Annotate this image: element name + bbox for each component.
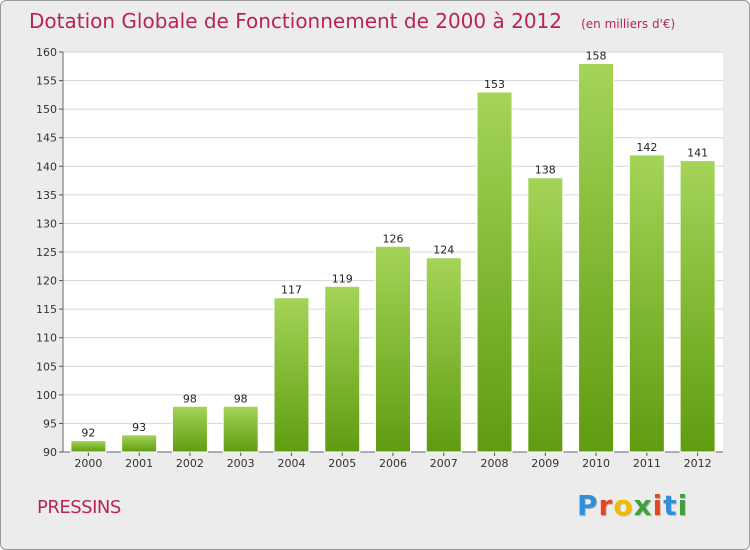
x-tick-label: 2009 bbox=[531, 457, 559, 470]
value-label: 153 bbox=[484, 78, 505, 91]
x-tick-label: 2001 bbox=[125, 457, 153, 470]
value-label: 126 bbox=[383, 232, 404, 245]
y-tick-label: 90 bbox=[43, 446, 57, 459]
x-tick-label: 2010 bbox=[582, 457, 610, 470]
logo-letter: r bbox=[598, 489, 614, 522]
value-label: 119 bbox=[332, 272, 353, 285]
x-tick-label: 2000 bbox=[74, 457, 102, 470]
y-tick-label: 120 bbox=[36, 275, 57, 288]
logo-letter: P bbox=[577, 489, 599, 522]
y-tick-label: 140 bbox=[36, 160, 57, 173]
x-tick-label: 2006 bbox=[379, 457, 407, 470]
y-tick-label: 135 bbox=[36, 189, 57, 202]
y-tick-label: 155 bbox=[36, 75, 57, 88]
y-tick-label: 105 bbox=[36, 360, 57, 373]
logo-letter: t bbox=[663, 489, 678, 522]
bar-2002 bbox=[171, 405, 208, 453]
x-tick-label: 2012 bbox=[684, 457, 712, 470]
bar-2003 bbox=[222, 405, 259, 453]
bar-2007 bbox=[425, 257, 462, 453]
value-label: 142 bbox=[636, 141, 657, 154]
logo-letter: i bbox=[677, 489, 689, 522]
value-label: 98 bbox=[183, 392, 197, 405]
proxiti-logo: Proxiti bbox=[577, 489, 688, 522]
bar-2000 bbox=[70, 440, 107, 453]
y-tick-label: 145 bbox=[36, 132, 57, 145]
labels: 90 95 100 105 110 115 120 125 130 135 140 145 150 155… bbox=[36, 46, 712, 470]
commune-name: PRESSINS bbox=[37, 497, 121, 518]
value-label: 93 bbox=[132, 421, 146, 434]
logo-letter: i bbox=[652, 489, 664, 522]
chart-subtitle: (en milliers d'€) bbox=[581, 17, 676, 31]
bars bbox=[70, 62, 716, 453]
bar-2001 bbox=[121, 434, 158, 453]
y-tick-label: 150 bbox=[36, 103, 57, 116]
y-tick-label: 125 bbox=[36, 246, 57, 259]
y-tick-label: 100 bbox=[36, 389, 57, 402]
value-label: 117 bbox=[281, 284, 302, 297]
value-label: 98 bbox=[234, 392, 248, 405]
y-tick-label: 130 bbox=[36, 217, 57, 230]
logo-letter: o bbox=[613, 489, 634, 522]
value-label: 124 bbox=[433, 244, 454, 257]
x-tick-label: 2002 bbox=[176, 457, 204, 470]
x-tick-label: 2011 bbox=[633, 457, 661, 470]
bar-2011 bbox=[628, 154, 665, 453]
value-label: 141 bbox=[687, 147, 708, 160]
value-label: 158 bbox=[586, 49, 607, 62]
x-tick-label: 2003 bbox=[227, 457, 255, 470]
bar-2004 bbox=[273, 297, 310, 453]
x-tick-label: 2007 bbox=[430, 457, 458, 470]
y-tick-label: 160 bbox=[36, 46, 57, 59]
y-tick-label: 95 bbox=[43, 417, 57, 430]
x-tick-label: 2004 bbox=[277, 457, 305, 470]
x-tick-label: 2008 bbox=[481, 457, 509, 470]
chart-title: Dotation Globale de Fonctionnement de 20… bbox=[29, 9, 562, 33]
value-label: 92 bbox=[81, 427, 95, 440]
logo-letter: x bbox=[633, 489, 653, 522]
x-tick-label: 2005 bbox=[328, 457, 356, 470]
y-tick-label: 110 bbox=[36, 332, 57, 345]
bar-2012 bbox=[679, 160, 716, 453]
y-tick-label: 115 bbox=[36, 303, 57, 316]
bar-2009 bbox=[527, 177, 564, 453]
bar-2005 bbox=[324, 285, 361, 453]
value-label: 138 bbox=[535, 164, 556, 177]
title-row: Dotation Globale de Fonctionnement de 20… bbox=[29, 9, 675, 33]
bar-2008 bbox=[476, 91, 513, 453]
bar-2010 bbox=[578, 62, 615, 453]
bar-2006 bbox=[375, 245, 411, 453]
